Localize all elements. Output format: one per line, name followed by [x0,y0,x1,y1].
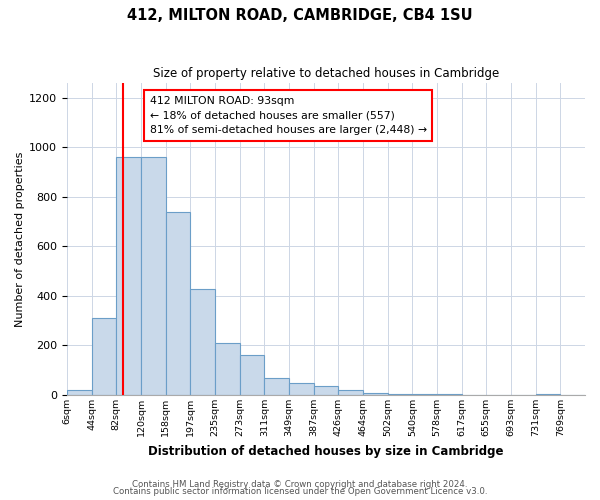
Bar [215,343,239,395]
X-axis label: Distribution of detached houses by size in Cambridge: Distribution of detached houses by size … [148,444,504,458]
Y-axis label: Number of detached properties: Number of detached properties [15,152,25,326]
Text: Contains public sector information licensed under the Open Government Licence v3: Contains public sector information licen… [113,488,487,496]
Bar [289,384,314,395]
Bar [314,386,338,395]
Bar [141,158,166,395]
Bar [92,318,116,395]
Bar [536,394,560,395]
Bar [363,392,388,395]
Bar [166,212,190,395]
Bar [265,378,289,395]
Text: 412, MILTON ROAD, CAMBRIDGE, CB4 1SU: 412, MILTON ROAD, CAMBRIDGE, CB4 1SU [127,8,473,22]
Bar [437,394,461,395]
Bar [190,288,215,395]
Bar [116,158,141,395]
Text: Contains HM Land Registry data © Crown copyright and database right 2024.: Contains HM Land Registry data © Crown c… [132,480,468,489]
Bar [239,356,265,395]
Title: Size of property relative to detached houses in Cambridge: Size of property relative to detached ho… [153,68,499,80]
Bar [412,394,437,395]
Bar [338,390,363,395]
Bar [388,394,412,395]
Bar [67,390,92,395]
Text: 412 MILTON ROAD: 93sqm
← 18% of detached houses are smaller (557)
81% of semi-de: 412 MILTON ROAD: 93sqm ← 18% of detached… [150,96,427,135]
